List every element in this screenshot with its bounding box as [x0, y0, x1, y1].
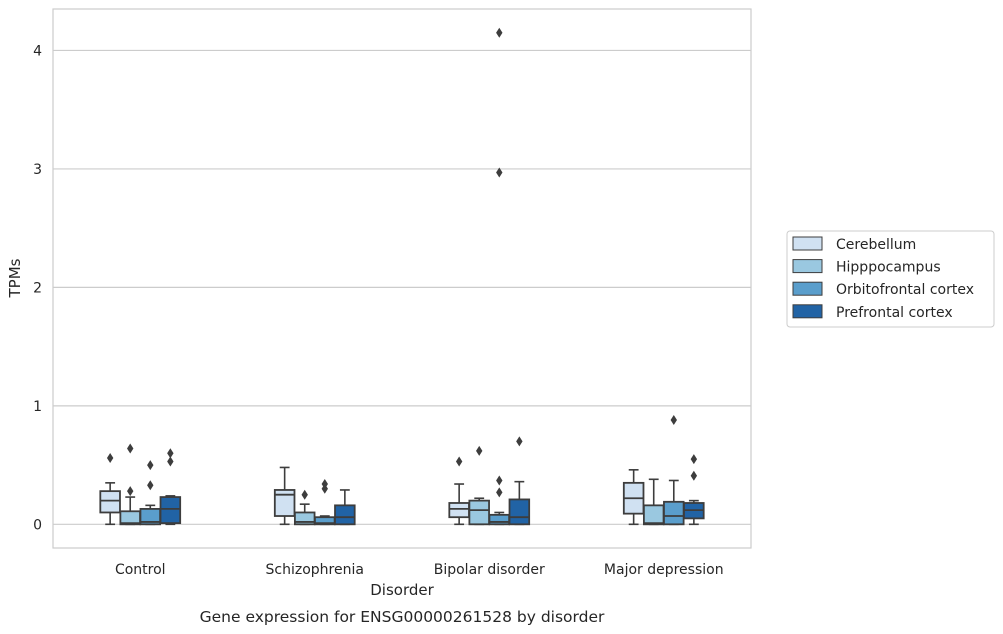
- legend-swatch: [792, 236, 823, 251]
- box-body: [663, 500, 685, 526]
- box: [159, 448, 182, 526]
- outlier-point: [496, 167, 503, 178]
- series-group: [159, 436, 705, 526]
- outlier-point: [690, 454, 698, 465]
- box-body: [488, 513, 511, 526]
- x-tick-label: Bipolar disorder: [434, 562, 545, 578]
- box-body: [642, 504, 665, 526]
- outlier-point: [670, 415, 677, 426]
- legend: Cerebellum Hipppocampus Orbitofrontal cort…: [786, 230, 995, 328]
- y-tick-label: 0: [33, 517, 42, 533]
- outlier-point: [476, 445, 483, 456]
- y-tick-label: 3: [33, 162, 42, 178]
- x-tick-label: Schizophrenia: [266, 562, 364, 578]
- box: [273, 466, 296, 526]
- legend-label: Prefrontal cortex: [836, 305, 953, 321]
- legend-swatch: [792, 281, 823, 296]
- box-body: [508, 498, 531, 526]
- box: [119, 443, 141, 526]
- outlier-point: [690, 470, 698, 481]
- outlier-point: [147, 460, 154, 471]
- legend-item: Hipppocampus: [792, 259, 941, 276]
- box: [488, 27, 511, 526]
- outlier-point: [106, 452, 114, 463]
- legend-item: Prefrontal cortex: [792, 304, 953, 321]
- y-tick-label: 4: [33, 43, 42, 59]
- box-body: [334, 504, 356, 526]
- box-body: [448, 502, 470, 519]
- outlier-point: [455, 456, 463, 467]
- box: [683, 454, 705, 526]
- legend-label: Orbitofrontal cortex: [836, 282, 974, 298]
- legend-item: Orbitofrontal cortex: [792, 281, 974, 298]
- series-group: [119, 443, 665, 526]
- box: [334, 489, 356, 526]
- outlier-point: [516, 436, 523, 447]
- y-tick-label: 1: [33, 399, 42, 415]
- outlier-point: [496, 27, 503, 38]
- outlier-point: [147, 480, 154, 491]
- outlier-point: [127, 486, 134, 497]
- plot-frame: [52, 8, 752, 549]
- box: [99, 452, 121, 526]
- x-tick-label: Major depression: [604, 562, 724, 578]
- box-body: [99, 490, 121, 514]
- box: [468, 445, 490, 526]
- x-tick-label: Control: [115, 562, 166, 578]
- x-tick-labels: Control Schizophrenia Bipolar disorder Majo…: [115, 562, 724, 578]
- outlier-point: [127, 443, 134, 454]
- plot-area-background: [53, 9, 751, 548]
- legend-label: Cerebellum: [836, 237, 916, 253]
- legend-label: Hipppocampus: [836, 260, 941, 276]
- outlier-point: [167, 456, 174, 467]
- legend-swatch: [792, 304, 823, 319]
- legend-frame: [786, 230, 995, 328]
- outlier-point: [496, 475, 503, 486]
- outlier-point: [496, 487, 503, 498]
- box-body: [273, 489, 296, 517]
- outlier-point: [321, 479, 328, 490]
- x-axis-label: Disorder: [370, 581, 434, 599]
- legend-item: Cerebellum: [792, 236, 916, 253]
- series-group: [139, 27, 685, 526]
- series-group: [99, 452, 645, 526]
- box: [622, 469, 645, 526]
- y-tick-labels: 0 1 2 3 4: [33, 43, 42, 533]
- legend-swatch: [792, 259, 823, 274]
- box-body: [468, 499, 490, 526]
- box: [508, 436, 531, 526]
- box-series: [99, 27, 705, 526]
- box: [663, 415, 685, 526]
- y-axis-label: TPMs: [6, 258, 24, 298]
- outlier-point: [167, 448, 174, 459]
- box: [139, 460, 162, 526]
- figure-caption: Gene expression for ENSG00000261528 by d…: [200, 608, 605, 626]
- y-tick-label: 2: [33, 280, 42, 296]
- outlier-point: [301, 489, 308, 500]
- box-body: [159, 496, 182, 525]
